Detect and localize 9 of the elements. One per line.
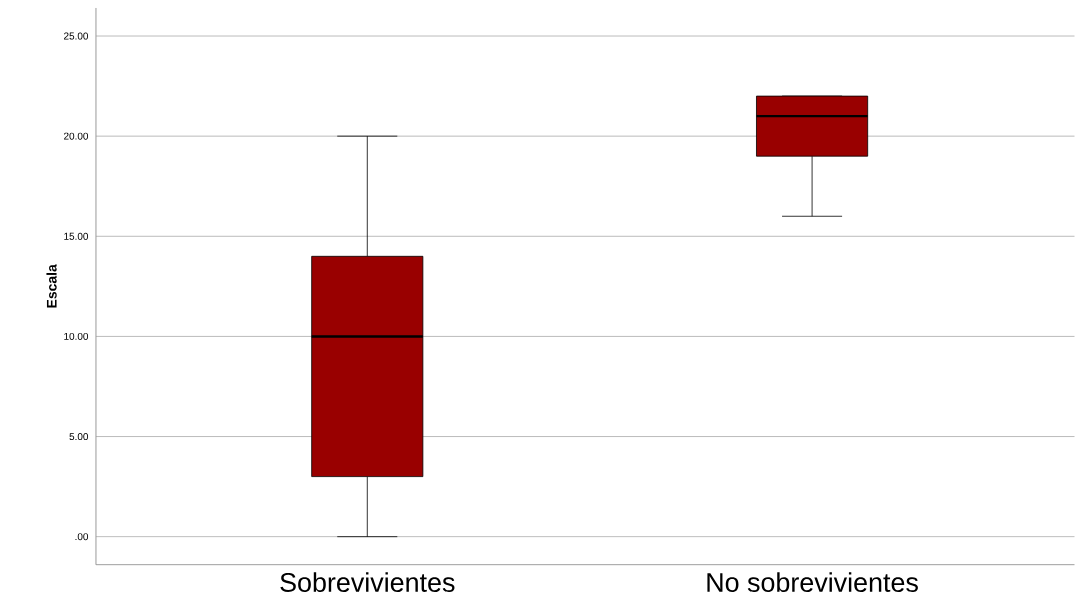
y-tick-label: 15.00: [64, 232, 89, 240]
y-tick-label: 10.00: [64, 333, 89, 341]
y-tick-label: 5.00: [69, 433, 89, 441]
y-axis-title: Escala: [46, 264, 57, 308]
y-tick-label: 20.00: [64, 132, 89, 140]
y-tick-label: 25.00: [64, 32, 89, 40]
x-tick-label: Sobrevivientes: [280, 572, 455, 593]
y-tick-label: .00: [75, 533, 89, 541]
x-tick-label: No sobrevivientes: [707, 572, 918, 593]
